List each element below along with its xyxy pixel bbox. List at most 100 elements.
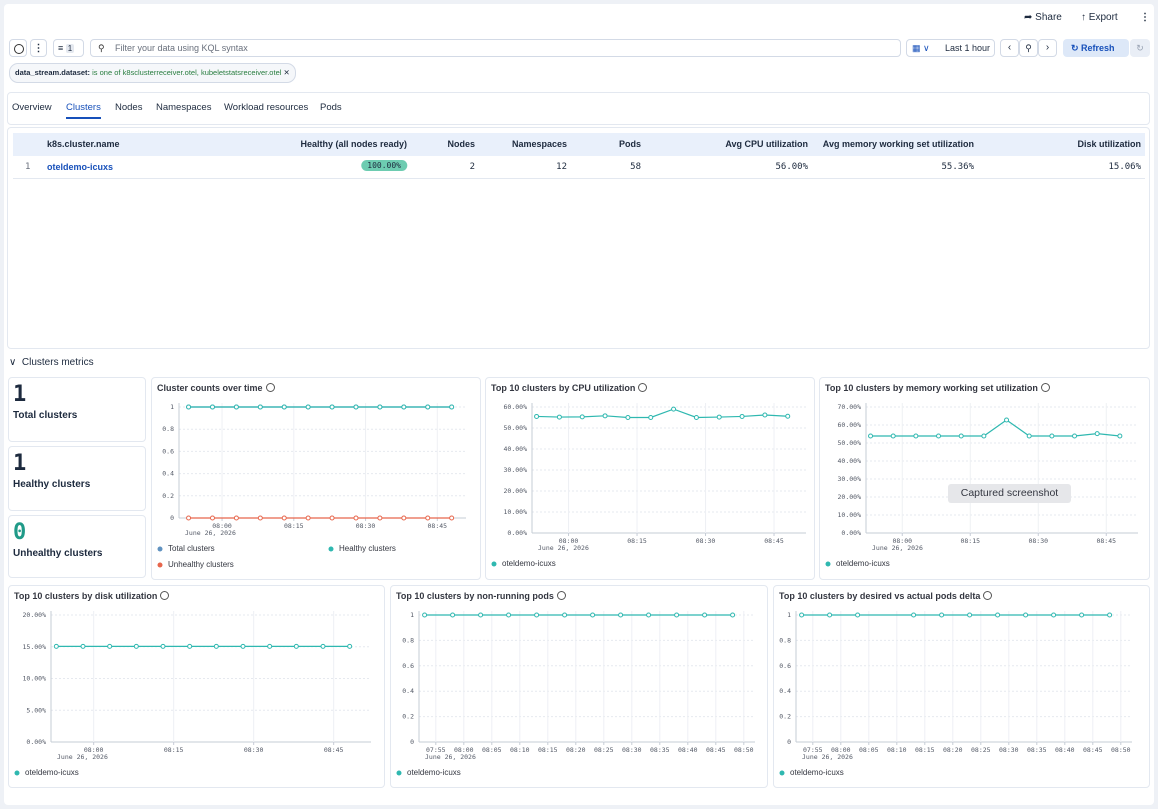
kql-input[interactable]: ⚲ Filter your data using KQL syntax	[90, 39, 901, 57]
zoom-button[interactable]: ⚲	[1019, 39, 1038, 57]
filter-pill[interactable]: data_stream.dataset: is one of k8scluste…	[9, 63, 296, 83]
row-number: 1	[25, 162, 31, 172]
column-header[interactable]: Nodes	[447, 139, 475, 149]
legend-swatch	[779, 770, 785, 776]
data-point	[320, 643, 326, 649]
y-tick-label: 50.00%	[504, 424, 528, 432]
data-point	[478, 612, 484, 618]
tab[interactable]: Workload resources	[224, 102, 309, 113]
x-tick-label: 07:55	[803, 746, 823, 754]
query-menu[interactable]	[9, 39, 27, 57]
tab[interactable]: Nodes	[115, 102, 143, 113]
column-header[interactable]: Disk utilization	[1077, 139, 1141, 149]
data-point	[958, 433, 964, 439]
data-point	[281, 515, 287, 521]
data-point	[233, 404, 239, 410]
options-button[interactable]: ⋮	[30, 39, 47, 57]
series-line	[536, 408, 788, 419]
export-button[interactable]: ↑ Export	[1081, 12, 1118, 23]
y-tick-label: 0.2	[779, 713, 791, 721]
data-point	[53, 643, 59, 649]
x-tick-label: 08:05	[859, 746, 879, 754]
data-point	[1072, 433, 1078, 439]
prev-button[interactable]: ‹	[1000, 39, 1019, 57]
info-icon[interactable]	[160, 591, 170, 600]
y-tick-label: 0.2	[162, 492, 174, 500]
next-button[interactable]: ›	[1038, 39, 1057, 57]
column-header[interactable]: k8s.cluster.name	[47, 139, 120, 149]
data-point	[450, 612, 456, 618]
chart-panel: 0 0.2 0.4 0.6 0.8 1 08:00 08:15 08:30 08:45 June 2…	[151, 377, 481, 580]
more-menu[interactable]: ⋮	[1140, 12, 1150, 23]
y-tick-label: 60.00%	[504, 403, 528, 411]
data-point	[868, 433, 874, 439]
x-tick-label: 08:45	[324, 746, 344, 754]
legend-swatch	[157, 546, 163, 552]
chart: 0 0.2 0.4 0.6 0.8 1 07:55 08:00 08:05 08:10 08:15 0…	[396, 611, 755, 777]
x-date-label: June 26, 2026	[185, 529, 236, 537]
x-date-label: June 26, 2026	[538, 544, 589, 552]
data-point	[425, 404, 431, 410]
data-point	[602, 413, 608, 419]
data-point	[534, 413, 540, 419]
data-point	[329, 404, 335, 410]
section-header[interactable]: ∨ Clusters metrics	[9, 357, 94, 368]
x-tick-label: 08:45	[706, 746, 726, 754]
data-point	[186, 515, 192, 521]
chart-title: Top 10 clusters by disk utilization	[14, 591, 170, 601]
data-point	[353, 515, 359, 521]
chart-title: Top 10 clusters by CPU utilization	[491, 383, 648, 393]
data-point	[422, 612, 428, 618]
column-header[interactable]: Healthy (all nodes ready)	[300, 139, 407, 149]
tabs-panel	[7, 92, 1150, 125]
data-point	[449, 515, 455, 521]
y-tick-label: 0.4	[402, 687, 414, 695]
column-header[interactable]: Avg CPU utilization	[725, 139, 808, 149]
chart: 0 0.2 0.4 0.6 0.8 1 08:00 08:15 08:30 08:45 June 2…	[157, 403, 466, 569]
y-tick-label: 1	[170, 403, 174, 411]
y-tick-label: 0.00%	[841, 529, 861, 537]
share-button[interactable]: ➦ Share	[1024, 12, 1062, 23]
info-icon[interactable]	[265, 383, 275, 392]
stat-label: Total clusters	[13, 410, 78, 421]
info-icon[interactable]	[983, 591, 993, 600]
info-icon[interactable]	[556, 591, 566, 600]
date-picker[interactable]: ▦ ∨ Last 1 hour	[906, 39, 995, 57]
y-tick-label: 40.00%	[838, 457, 862, 465]
legend-label: oteldemo-icuxs	[502, 559, 556, 568]
y-tick-label: 0.6	[162, 447, 174, 455]
data-point	[209, 404, 215, 410]
cell: 2	[469, 162, 475, 172]
y-tick-label: 20.00%	[23, 611, 47, 619]
info-icon[interactable]	[638, 383, 648, 392]
x-tick-label: 08:30	[999, 746, 1019, 754]
column-header[interactable]: Namespaces	[511, 139, 567, 149]
auto-refresh[interactable]: ↻	[1130, 39, 1150, 57]
tab[interactable]: Namespaces	[156, 102, 212, 113]
tab[interactable]: Overview	[12, 102, 52, 113]
legend-label: oteldemo-icuxs	[25, 768, 79, 777]
data-point	[702, 612, 708, 618]
column-header[interactable]: Pods	[618, 139, 641, 149]
x-tick-label: 08:45	[764, 537, 784, 545]
cluster-link[interactable]: oteldemo-icuxs	[47, 162, 114, 172]
y-tick-label: 60.00%	[838, 421, 862, 429]
time-range: Last 1 hour	[945, 43, 991, 53]
column-header[interactable]: Avg memory working set utilization	[822, 139, 974, 149]
data-point	[618, 612, 624, 618]
data-point	[347, 643, 353, 649]
data-point	[1107, 612, 1113, 618]
info-icon[interactable]	[1040, 383, 1050, 392]
x-tick-label: 08:45	[1096, 537, 1116, 545]
x-tick-label: 08:20	[943, 746, 963, 754]
filter-button[interactable]: ≡ 1	[53, 39, 84, 57]
data-point	[674, 612, 680, 618]
tab[interactable]: Clusters	[66, 102, 101, 119]
data-point	[936, 433, 942, 439]
x-tick-label: 08:25	[971, 746, 991, 754]
x-tick-label: 07:55	[426, 746, 446, 754]
refresh-button[interactable]: ↻ Refresh	[1063, 39, 1129, 57]
data-point	[213, 643, 219, 649]
tab[interactable]: Pods	[320, 102, 342, 113]
data-point	[281, 404, 287, 410]
